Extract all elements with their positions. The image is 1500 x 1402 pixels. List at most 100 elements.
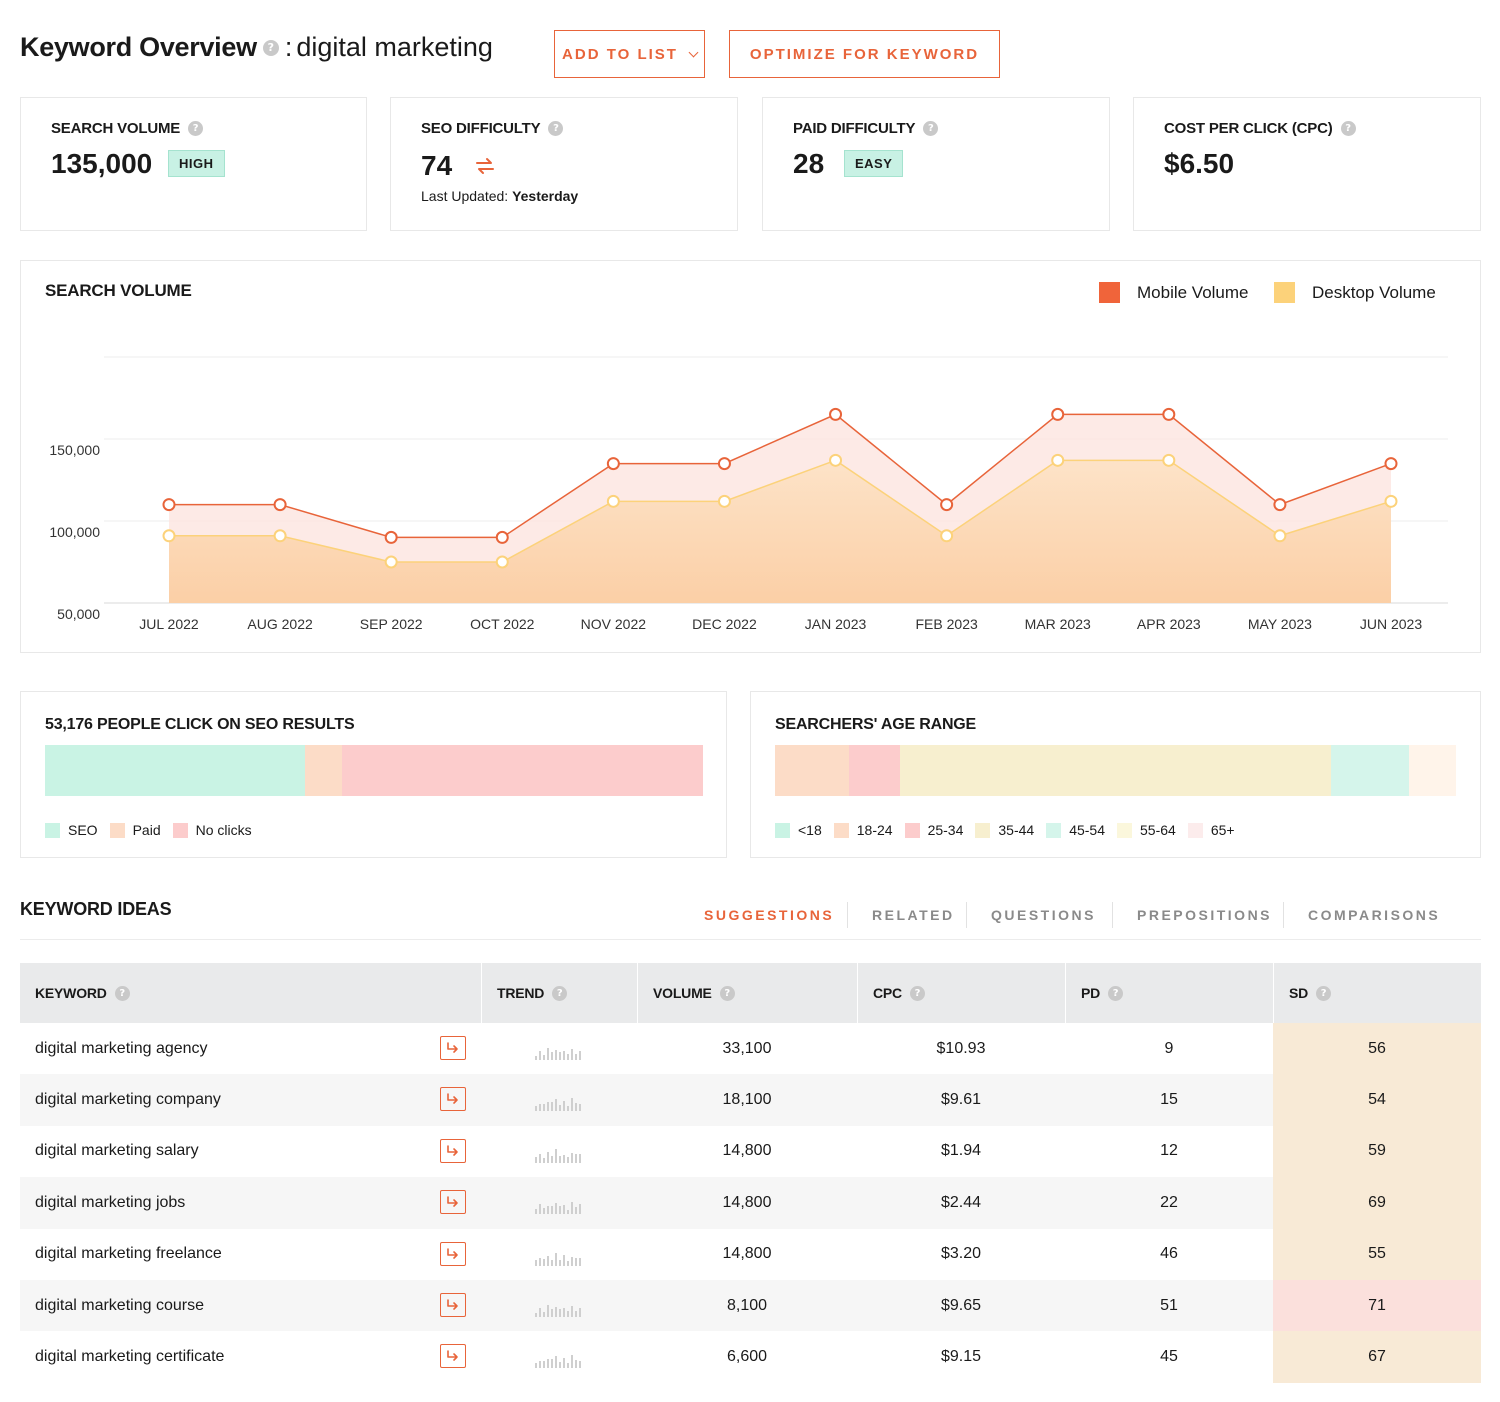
help-icon[interactable]: ? — [1316, 985, 1332, 1001]
tab-questions[interactable]: QUESTIONS — [991, 907, 1096, 923]
last-updated-value: Yesterday — [512, 188, 579, 204]
keyword-cell[interactable]: digital marketing company — [35, 1091, 221, 1109]
legend-label: 45-54 — [1069, 822, 1105, 838]
help-icon[interactable]: ? — [1108, 985, 1124, 1001]
table-row[interactable]: digital marketing salary 14,800 $1.94 12… — [20, 1125, 1481, 1178]
mobile-volume-point — [1051, 407, 1065, 421]
legend-desktop-volume[interactable]: Desktop Volume — [1274, 282, 1436, 303]
sd-cell: 59 — [1273, 1125, 1481, 1178]
help-icon[interactable]: ? — [188, 121, 204, 136]
table-header: KEYWORD ? TREND ? VOLUME ? CPC ? PD ? SD… — [20, 963, 1481, 1023]
age-legend-item[interactable]: 18-24 — [833, 822, 893, 838]
x-tick-label: FEB 2023 — [916, 616, 978, 632]
column-divider — [1273, 963, 1274, 1023]
open-keyword-icon[interactable] — [440, 1190, 466, 1215]
tab-prepositions[interactable]: PREPOSITIONS — [1137, 907, 1273, 923]
open-keyword-icon[interactable] — [440, 1036, 466, 1060]
legend-label: 18-24 — [856, 822, 893, 838]
tab-related[interactable]: RELATED — [872, 907, 955, 923]
x-tick-label: MAY 2023 — [1248, 616, 1312, 632]
optimize-for-keyword-button[interactable]: OPTIMIZE FOR KEYWORD — [729, 30, 1000, 78]
table-row[interactable]: digital marketing freelance 14,800 $3.20… — [20, 1228, 1481, 1280]
x-tick-label: AUG 2022 — [247, 616, 313, 632]
keyword-cell[interactable]: digital marketing freelance — [35, 1245, 222, 1263]
open-keyword-icon[interactable] — [440, 1087, 466, 1112]
legend-mobile-volume[interactable]: Mobile Volume — [1099, 282, 1249, 303]
paid-difficulty-label: PAID DIFFICULTY ? — [793, 120, 939, 137]
refresh-icon[interactable] — [473, 154, 497, 178]
age-segment[interactable] — [1409, 745, 1456, 796]
help-icon[interactable]: ? — [114, 985, 130, 1001]
title-separator: : — [284, 32, 293, 62]
help-icon[interactable]: ? — [1340, 121, 1356, 136]
column-cpc[interactable]: CPC ? — [873, 963, 925, 1023]
desktop-volume-point — [495, 555, 509, 569]
age-legend-item[interactable]: <18 — [775, 822, 822, 838]
age-segment[interactable] — [775, 745, 849, 796]
paid-difficulty-card: PAID DIFFICULTY ? 28 EASY — [762, 97, 1110, 231]
mobile-volume-line — [169, 413, 1392, 539]
column-pd[interactable]: PD ? — [1081, 963, 1124, 1023]
age-legend-item[interactable]: 55-64 — [1117, 822, 1176, 838]
table-row[interactable]: digital marketing course 8,100 $9.65 51 … — [20, 1279, 1481, 1332]
clicks-legend-item[interactable]: SEO — [45, 822, 98, 838]
keyword-cell[interactable]: digital marketing salary — [35, 1142, 199, 1160]
sd-cell: 69 — [1273, 1177, 1481, 1229]
desktop-volume-point — [717, 494, 731, 508]
keyword-cell[interactable]: digital marketing jobs — [35, 1193, 186, 1211]
age-legend-item[interactable]: 65+ — [1187, 822, 1235, 838]
help-icon[interactable]: ? — [719, 985, 735, 1001]
help-icon[interactable]: ? — [262, 39, 279, 56]
table-row[interactable]: digital marketing agency 33,100 $10.93 9… — [20, 1023, 1481, 1075]
desktop-volume-point — [1384, 494, 1398, 508]
mobile-volume-point — [273, 498, 287, 512]
help-icon[interactable]: ? — [552, 985, 568, 1001]
help-icon[interactable]: ? — [548, 121, 564, 136]
desktop-volume-point — [1273, 529, 1287, 543]
open-keyword-icon[interactable] — [440, 1138, 466, 1163]
tabs-divider — [20, 939, 1481, 940]
keyword-cell[interactable]: digital marketing course — [35, 1296, 204, 1314]
table-row[interactable]: digital marketing jobs 14,800 $2.44 22 6… — [20, 1177, 1481, 1229]
age-range-card: SEARCHERS' AGE RANGE <18 18-24 25-34 35-44 4… — [750, 691, 1481, 858]
tab-comparisons[interactable]: COMPARISONS — [1308, 907, 1441, 923]
cpc-cell: $9.15 — [940, 1348, 982, 1366]
open-keyword-icon[interactable] — [440, 1292, 466, 1317]
volume-cell: 6,600 — [726, 1348, 768, 1366]
column-sd[interactable]: SD ? — [1289, 963, 1332, 1023]
open-keyword-icon[interactable] — [440, 1344, 466, 1369]
pd-cell: 15 — [1160, 1091, 1178, 1109]
age-legend-item[interactable]: 35-44 — [975, 822, 1034, 838]
clicks-segment[interactable] — [342, 745, 703, 796]
column-label: SD — [1289, 985, 1309, 1001]
column-divider — [637, 963, 638, 1023]
trend-sparkline — [535, 1148, 581, 1163]
clicks-legend-item[interactable]: Paid — [109, 822, 161, 838]
keyword-cell[interactable]: digital marketing certificate — [35, 1348, 225, 1366]
age-segment[interactable] — [848, 745, 901, 796]
column-trend[interactable]: TREND ? — [497, 963, 568, 1023]
last-updated: Last Updated: Yesterday — [421, 188, 578, 204]
clicks-segment[interactable] — [304, 745, 343, 796]
cpc-cell: $10.93 — [936, 1039, 986, 1057]
age-legend-item[interactable]: 25-34 — [904, 822, 963, 838]
tab-suggestions[interactable]: SUGGESTIONS — [704, 907, 835, 923]
table-row[interactable]: digital marketing certificate 6,600 $9.1… — [20, 1331, 1481, 1383]
table-row[interactable]: digital marketing company 18,100 $9.61 1… — [20, 1074, 1481, 1126]
keyword-cell[interactable]: digital marketing agency — [35, 1039, 208, 1057]
column-keyword[interactable]: KEYWORD ? — [35, 963, 130, 1023]
clicks-legend-item[interactable]: No clicks — [172, 822, 252, 838]
age-legend-item[interactable]: 45-54 — [1046, 822, 1105, 838]
sd-cell: 56 — [1273, 1023, 1481, 1075]
age-range-bar — [775, 745, 1456, 796]
age-segment[interactable] — [1330, 745, 1409, 796]
clicks-segment[interactable] — [45, 745, 305, 796]
help-icon[interactable]: ? — [923, 121, 939, 136]
age-segment[interactable] — [900, 745, 1331, 796]
open-keyword-icon[interactable] — [440, 1241, 466, 1266]
desktop-volume-area — [169, 460, 1391, 603]
seo-difficulty-label-text: SEO DIFFICULTY — [421, 120, 541, 137]
column-volume[interactable]: VOLUME ? — [653, 963, 735, 1023]
help-icon[interactable]: ? — [909, 985, 925, 1001]
add-to-list-button[interactable]: ADD TO LIST — [554, 30, 705, 78]
